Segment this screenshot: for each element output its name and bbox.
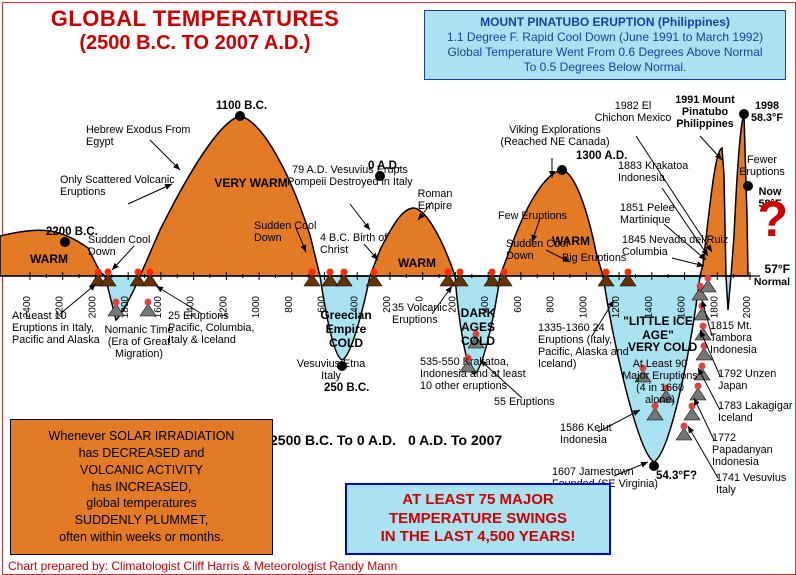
svg-text:600: 600 (513, 296, 524, 313)
marker-1100bc: 1100 B.C. (216, 100, 267, 113)
y-label-57f: 57°F (765, 262, 790, 276)
annotation-text: 4 B.C. Birth of Christ (320, 232, 400, 256)
annotation-text: Only Scattered Volcanic Eruptions (60, 174, 180, 198)
annotation-text: Roman Empire (402, 188, 468, 212)
annotation-text: 1991 Mount Pinatubo Philippines (662, 94, 748, 130)
annotation-text: 1845 Nevado del Ruiz Columbia (622, 234, 732, 258)
annotation-text: 1815 Mt. Tambora Indonesia (710, 320, 792, 356)
annotation-text: Hebrew Exodus From Egypt (86, 124, 206, 148)
annotation-text: 1741 Vesuvius Italy (716, 472, 788, 496)
marker-543f: 54.3°F? (656, 470, 697, 483)
credit-line: Chart prepared by: Climatologist Cliff H… (8, 559, 397, 573)
marker-0ad: 0 A.D. (368, 160, 400, 173)
annotation-text: 1772 Papadanyan Indonesia (712, 432, 796, 468)
svg-text:1000: 1000 (578, 296, 589, 319)
annotation-text: Sudden Cool Down (88, 234, 168, 258)
annotation-text: 535-550 Krakatoa, Indonesia and at least… (420, 356, 530, 392)
period-label: WARM (30, 252, 68, 266)
annotation-text: 1998 58.3°F (742, 100, 792, 124)
swings-callout: AT LEAST 75 MAJOR TEMPERATURE SWINGS IN … (345, 483, 611, 555)
era-right: 0 A.D. To 2007 (408, 432, 502, 448)
annotation-text: 35 Volcanic Eruptions (392, 302, 472, 326)
solar-callout: Whenever SOLAR IRRADIATION has DECREASED… (10, 419, 273, 555)
annotation-text: 25 Eruptions Pacific, Columbia, Italy & … (168, 310, 264, 346)
annotation-text: 1783 Lakagigar Iceland (718, 400, 796, 424)
period-label: WARM (398, 256, 436, 270)
annotation-text: 1851 Pelee Martinique (620, 202, 700, 226)
svg-text:800: 800 (546, 296, 557, 313)
svg-text:1800: 1800 (709, 296, 720, 319)
marker-1300ad: 1300 A.D. (576, 150, 627, 163)
annotation-text: 1982 El Chichon Mexico (594, 100, 672, 124)
era-left: 2500 B.C. To 0 A.D. (270, 432, 396, 448)
annotation-text: Vesuvius Etna Italy (296, 358, 366, 382)
question-mark-icon: ? (757, 190, 788, 248)
annotation-text: 1883 Krakatoa Indonesia (618, 160, 698, 184)
annotation-text: At Least 90 Major Eruptions (4 in 1660 a… (620, 358, 700, 406)
svg-text:2000: 2000 (742, 296, 753, 319)
annotation-text: Fewer Eruptions (732, 154, 792, 178)
annotation-text: 55 Eruptions (494, 396, 564, 408)
annotation-text: Few Eruptions (498, 210, 588, 222)
marker-2200bc: 2200 B.C. (46, 226, 98, 239)
annotation-text: Viking Explorations (Reached NE Canada) (500, 124, 610, 148)
svg-text:800: 800 (284, 296, 295, 313)
svg-text:0: 0 (415, 296, 426, 302)
annotation-text: 1792 Unzen Japan (718, 368, 788, 392)
marker-250bc: 250 B.C. (324, 382, 369, 395)
period-label: Greecian Empire COLD (314, 308, 378, 350)
annotation-text: 1586 Kelut Indonesia (560, 422, 640, 446)
y-label-normal: Normal (754, 276, 790, 288)
